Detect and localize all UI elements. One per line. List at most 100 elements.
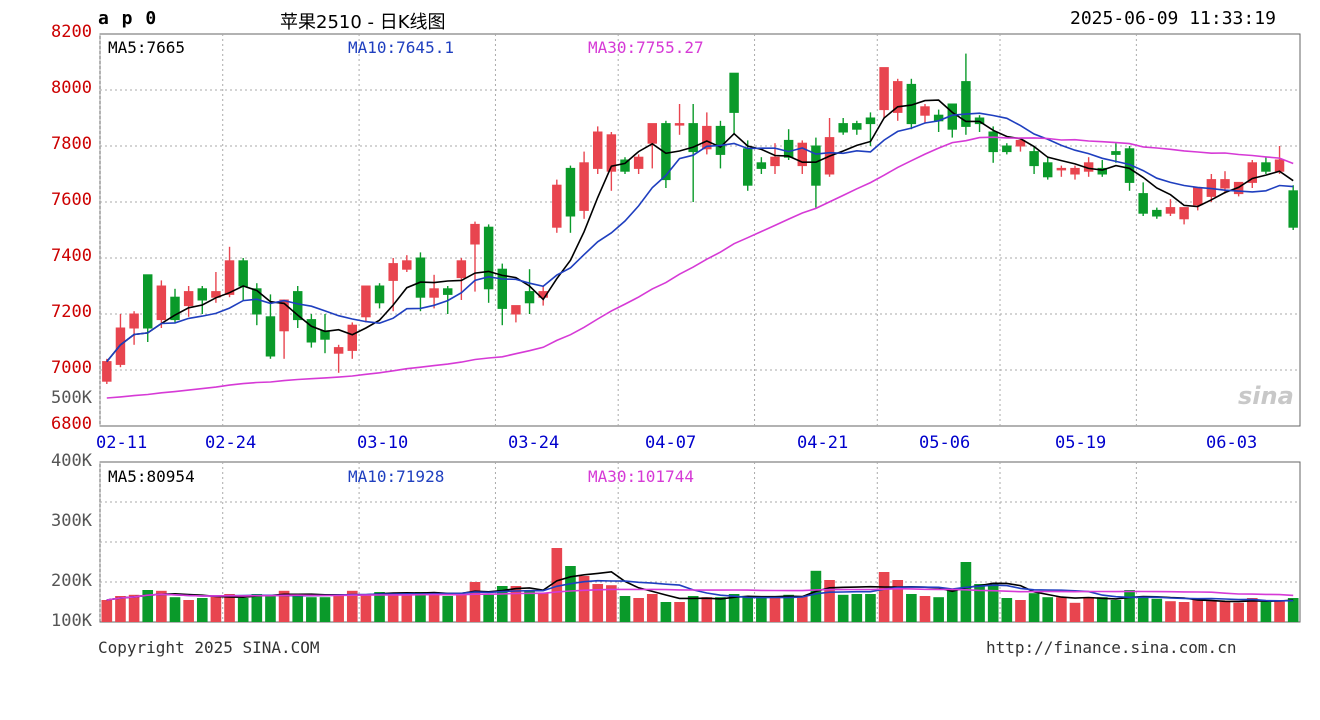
candle-body — [306, 319, 317, 343]
candle-body — [470, 223, 480, 245]
candle-body — [865, 117, 876, 125]
candle-body — [1138, 193, 1148, 214]
ma30-legend: MA30:7755.27 — [588, 38, 704, 57]
volume-bar — [524, 590, 535, 622]
volume-bar — [1274, 600, 1285, 622]
candle-body — [838, 123, 848, 133]
candle-body — [552, 184, 562, 228]
volume-bar — [1246, 598, 1258, 622]
volume-bar — [906, 594, 917, 622]
candle-body — [224, 260, 235, 295]
candle-body — [183, 291, 194, 307]
volume-overlay-tick: 500K — [51, 388, 92, 408]
candle-body — [156, 285, 167, 321]
volume-bar — [933, 597, 944, 622]
candle-body — [1193, 187, 1203, 206]
volume-bar — [687, 596, 699, 622]
volume-bar — [606, 585, 617, 622]
date-tick: 05-06 — [919, 433, 971, 453]
volume-tick-100k: 100K — [51, 611, 92, 631]
ma5-legend: MA5:7665 — [108, 38, 186, 57]
candle-body — [333, 347, 344, 354]
volume-bar — [674, 602, 685, 622]
volume-bar — [810, 570, 822, 622]
volume-bar — [742, 597, 754, 622]
volume-bar — [196, 598, 208, 622]
volume-bar — [878, 572, 890, 622]
volume-bar — [1001, 598, 1013, 622]
candle-body — [893, 81, 903, 113]
volume-bar — [796, 596, 808, 622]
volume-bar — [1206, 601, 1217, 622]
chart-title: 苹果2510 - 日K线图 — [280, 12, 446, 33]
volume-bar — [1028, 593, 1040, 622]
volume-bar — [510, 586, 522, 622]
volume-bar — [1260, 602, 1272, 622]
volume-bar — [619, 596, 631, 622]
volume-bar — [251, 594, 263, 622]
volume-bar — [551, 548, 563, 622]
candle-body — [797, 142, 808, 167]
candle-body — [1220, 179, 1230, 189]
candle-body — [293, 291, 303, 321]
volume-bar — [401, 593, 413, 622]
candle-body — [743, 148, 753, 186]
volume-bar — [646, 594, 658, 622]
candle-body — [483, 226, 494, 290]
vol-ma10-legend: MA10:71928 — [348, 467, 445, 486]
candle-body — [143, 274, 153, 329]
candle-body — [361, 285, 371, 318]
candle-body — [633, 156, 644, 169]
volume-bar — [783, 594, 794, 622]
volume-bar — [292, 594, 304, 622]
volume-bar — [428, 592, 440, 622]
volume-bar — [333, 594, 344, 622]
candle-body — [115, 327, 126, 365]
volume-bar — [837, 594, 849, 622]
candle-body — [783, 139, 794, 158]
volume-bar — [156, 590, 167, 622]
candle-body — [497, 268, 507, 309]
candle-body — [756, 162, 767, 169]
volume-bar — [387, 594, 399, 622]
volume-bar — [319, 597, 331, 622]
date-tick: 06-03 — [1206, 433, 1258, 453]
price-tick-6800: 6800 — [51, 414, 92, 434]
candle-body — [620, 159, 630, 172]
candle-body — [1179, 207, 1189, 220]
volume-bar — [592, 584, 604, 622]
volume-bar — [142, 590, 154, 622]
candle-body — [593, 131, 603, 169]
candle-body — [102, 361, 112, 382]
source-url[interactable]: http://finance.sina.com.cn — [986, 638, 1237, 657]
volume-bar — [442, 596, 454, 622]
volume-bar — [1137, 598, 1149, 622]
volume-bar — [1178, 602, 1190, 622]
candle-body — [647, 123, 658, 144]
vol-ma5-legend: MA5:80954 — [108, 467, 195, 486]
volume-bar — [660, 602, 672, 622]
candle-body — [770, 156, 780, 167]
candle-body — [388, 263, 398, 281]
candle-body — [606, 134, 617, 172]
candle-body — [265, 316, 276, 357]
timestamp: 2025-06-09 11:33:19 — [1070, 8, 1276, 29]
candle-body — [729, 72, 739, 113]
date-tick: 02-24 — [205, 433, 257, 453]
date-tick: 04-21 — [797, 433, 849, 453]
candle-body — [579, 162, 589, 211]
volume-bar — [769, 597, 781, 622]
candle-body — [961, 81, 971, 127]
volume-tick-200k: 200K — [51, 571, 92, 591]
volume-ma30-line — [106, 587, 1294, 601]
candle-body — [715, 125, 726, 155]
volume-bar — [360, 594, 372, 622]
volume-bar — [1056, 597, 1067, 622]
volume-bar — [1110, 600, 1122, 622]
candle-body — [1015, 139, 1026, 147]
candle-body — [129, 313, 139, 329]
price-tick-7400: 7400 — [51, 246, 92, 266]
date-tick: 03-24 — [508, 433, 560, 453]
date-tick: 03-10 — [357, 433, 409, 453]
candle-body — [879, 67, 889, 111]
